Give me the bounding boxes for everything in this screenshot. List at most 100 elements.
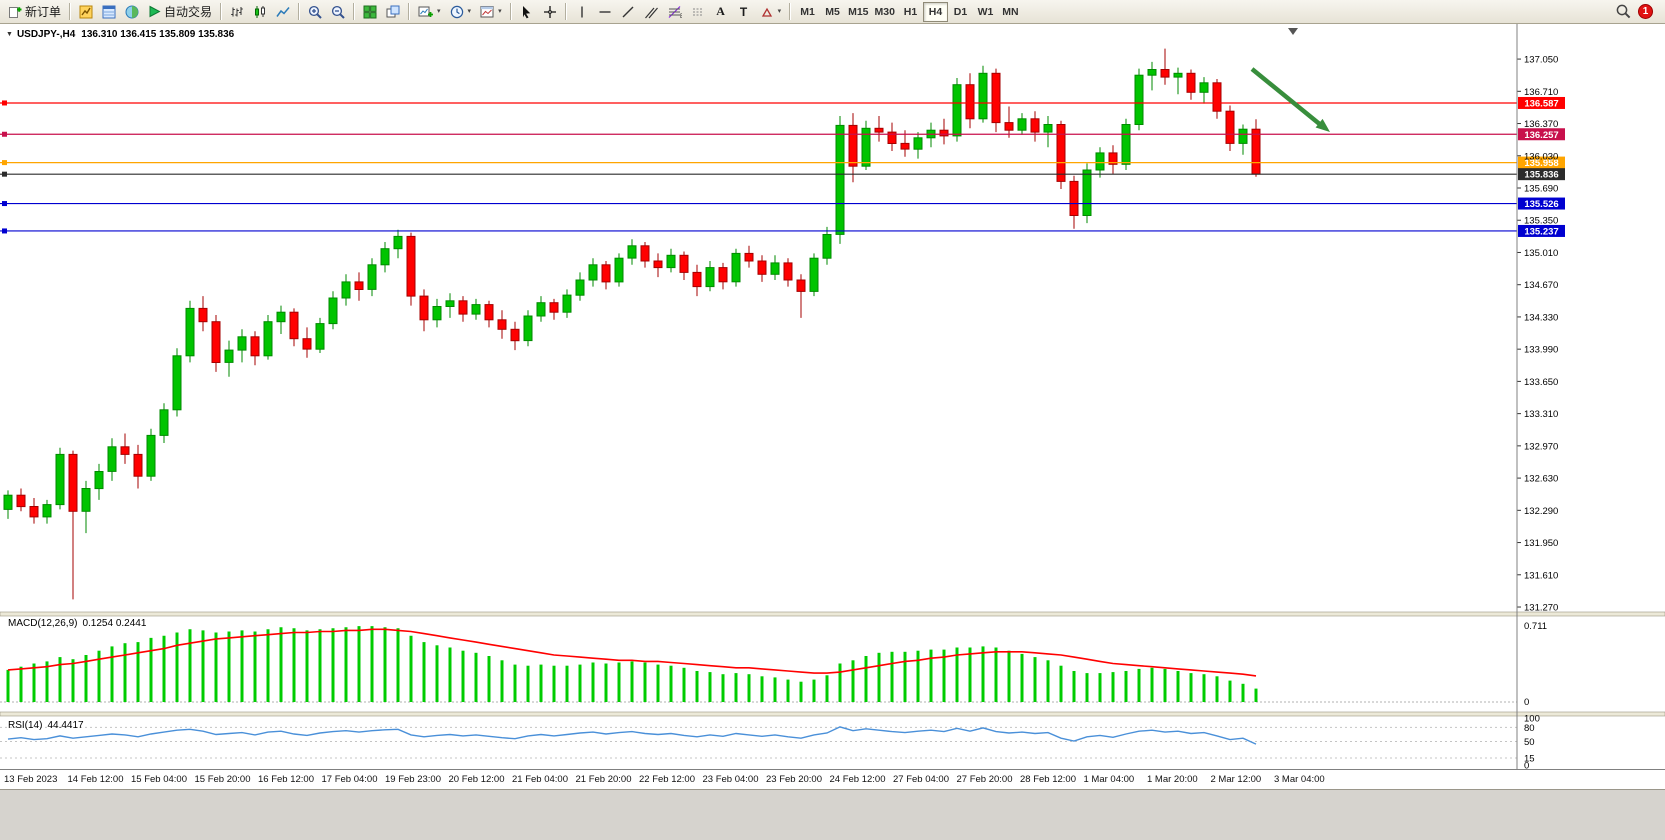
- candle-body: [965, 84, 975, 120]
- grid-tool-icon: [692, 8, 703, 15]
- new-order-button[interactable]: 新订单: [4, 2, 65, 22]
- toolbar-right-group: 1: [1616, 4, 1661, 19]
- navigator-button[interactable]: [121, 2, 143, 22]
- candle-body: [159, 409, 169, 436]
- candle-body: [81, 488, 91, 512]
- arrows-button[interactable]: ▾: [756, 2, 786, 22]
- price-line-badge-label: 136.587: [1524, 98, 1558, 109]
- dropdown-arrow-icon: ▾: [467, 8, 472, 15]
- price-axis-label: 133.310: [1524, 409, 1558, 420]
- price-axis-label: 134.330: [1524, 312, 1558, 323]
- timeframe-m15-button[interactable]: M15: [845, 2, 871, 22]
- annotation-arrow-head[interactable]: [1315, 118, 1330, 132]
- auto-trading-button[interactable]: 自动交易: [144, 2, 216, 22]
- macd-indicator-label: MACD(12,26,9) 0.1254 0.2441: [8, 618, 146, 629]
- line-handle[interactable]: [2, 100, 7, 106]
- candle-body: [198, 307, 208, 323]
- tile-windows-icon: [363, 5, 377, 18]
- panel-separator[interactable]: [0, 611, 1665, 617]
- chart-menu-icon[interactable]: ▼: [6, 31, 13, 38]
- zoom-out-button[interactable]: [327, 2, 349, 22]
- candle-body: [302, 338, 312, 350]
- timeframe-w1-button[interactable]: W1: [973, 2, 998, 22]
- timeframe-m5-button[interactable]: M5: [820, 2, 845, 22]
- line-handle[interactable]: [2, 201, 7, 207]
- vertical-line-button[interactable]: [571, 2, 593, 22]
- time-axis-label: 20 Feb 12:00: [448, 774, 505, 785]
- timeframe-m1-button[interactable]: M1: [795, 2, 820, 22]
- price-axis-label: 135.690: [1524, 184, 1558, 195]
- annotation-arrow[interactable]: [1250, 67, 1324, 128]
- candle-body: [744, 252, 754, 262]
- text-label-button[interactable]: T: [733, 2, 755, 22]
- zoom-in-button[interactable]: [304, 2, 326, 22]
- candle-body: [1043, 124, 1053, 133]
- periods-button[interactable]: ▾: [446, 2, 476, 22]
- time-axis[interactable]: 13 Feb 2023 14 Feb 12:00 15 Feb 04:00 15 Fe…: [0, 769, 1665, 789]
- candle-body: [445, 300, 455, 307]
- time-axis-label: 22 Feb 12:00: [639, 774, 695, 785]
- market-watch-button[interactable]: [75, 2, 97, 22]
- price-axis-label: 136.710: [1524, 87, 1558, 98]
- timeframe-h1-button[interactable]: H1: [898, 2, 923, 22]
- equidistant-channel-button[interactable]: [640, 2, 662, 22]
- cascade-windows-button[interactable]: [382, 2, 404, 22]
- line-handle[interactable]: [2, 160, 7, 166]
- candle-body: [172, 355, 182, 411]
- candle-body: [1147, 69, 1157, 76]
- line-handle[interactable]: [2, 131, 7, 137]
- cursor-button[interactable]: [516, 2, 538, 22]
- line-chart-button[interactable]: [272, 2, 294, 22]
- price-axis-label: 137.050: [1524, 55, 1558, 66]
- grid-tool-button[interactable]: [687, 2, 709, 22]
- rsi-line: [7, 726, 1257, 745]
- timeframe-m30-button[interactable]: M30: [872, 2, 898, 22]
- dropdown-arrow-icon: ▾: [437, 8, 441, 15]
- price-axis-label: 133.990: [1524, 345, 1558, 356]
- line-handle[interactable]: [2, 228, 7, 234]
- candle-body: [1056, 124, 1066, 182]
- candlestick-chart-button[interactable]: [249, 2, 271, 22]
- timeframe-mn-button[interactable]: MN: [998, 2, 1023, 22]
- trendline-button[interactable]: [617, 2, 639, 22]
- timeframe-d1-button[interactable]: D1: [948, 2, 973, 22]
- zoom-in-icon: [308, 5, 322, 19]
- time-axis-label: 3 Mar 04:00: [1274, 774, 1325, 785]
- candle-body: [939, 129, 949, 137]
- market-watch-icon: [79, 5, 93, 18]
- candle-body: [627, 245, 637, 259]
- time-axis-label: 27 Feb 20:00: [956, 774, 1013, 785]
- dropdown-arrow-icon: ▾: [777, 8, 782, 15]
- templates-button[interactable]: ▾: [476, 2, 506, 22]
- fibonacci-button[interactable]: E: [663, 2, 686, 22]
- candle-body: [328, 297, 338, 325]
- candle-body: [146, 434, 156, 477]
- crosshair-button[interactable]: [539, 2, 561, 22]
- new-order-icon: [9, 6, 22, 18]
- panel-separator[interactable]: [0, 711, 1665, 717]
- candle-body: [16, 494, 26, 508]
- candle-body: [783, 262, 793, 281]
- chart-title: ▼ USDJPY-,H4 136.310 136.415 135.809 135.8…: [6, 29, 234, 40]
- horizontal-line-button[interactable]: [594, 2, 616, 22]
- chart-shift-marker[interactable]: [1288, 28, 1298, 35]
- timeframe-h4-button[interactable]: H4: [922, 1, 948, 22]
- bar-chart-button[interactable]: [226, 2, 248, 22]
- toolbar-separator: [353, 3, 356, 20]
- line-handle[interactable]: [2, 171, 7, 177]
- time-axis-label: 13 Feb 2023: [4, 774, 58, 785]
- candle-body: [549, 302, 559, 313]
- candle-body: [1186, 72, 1196, 93]
- candle-body: [224, 349, 234, 363]
- data-window-button[interactable]: [98, 2, 120, 22]
- notification-badge[interactable]: 1: [1638, 4, 1653, 19]
- new-chart-button[interactable]: ▾: [414, 2, 445, 22]
- time-axis-label: 28 Feb 12:00: [1020, 774, 1076, 785]
- text-button[interactable]: A: [710, 2, 732, 22]
- candle-body: [471, 304, 481, 315]
- tile-windows-button[interactable]: [359, 2, 381, 22]
- price-line-badge: [1518, 224, 1565, 237]
- search-icon[interactable]: [1616, 4, 1631, 19]
- candle-body: [1238, 128, 1248, 144]
